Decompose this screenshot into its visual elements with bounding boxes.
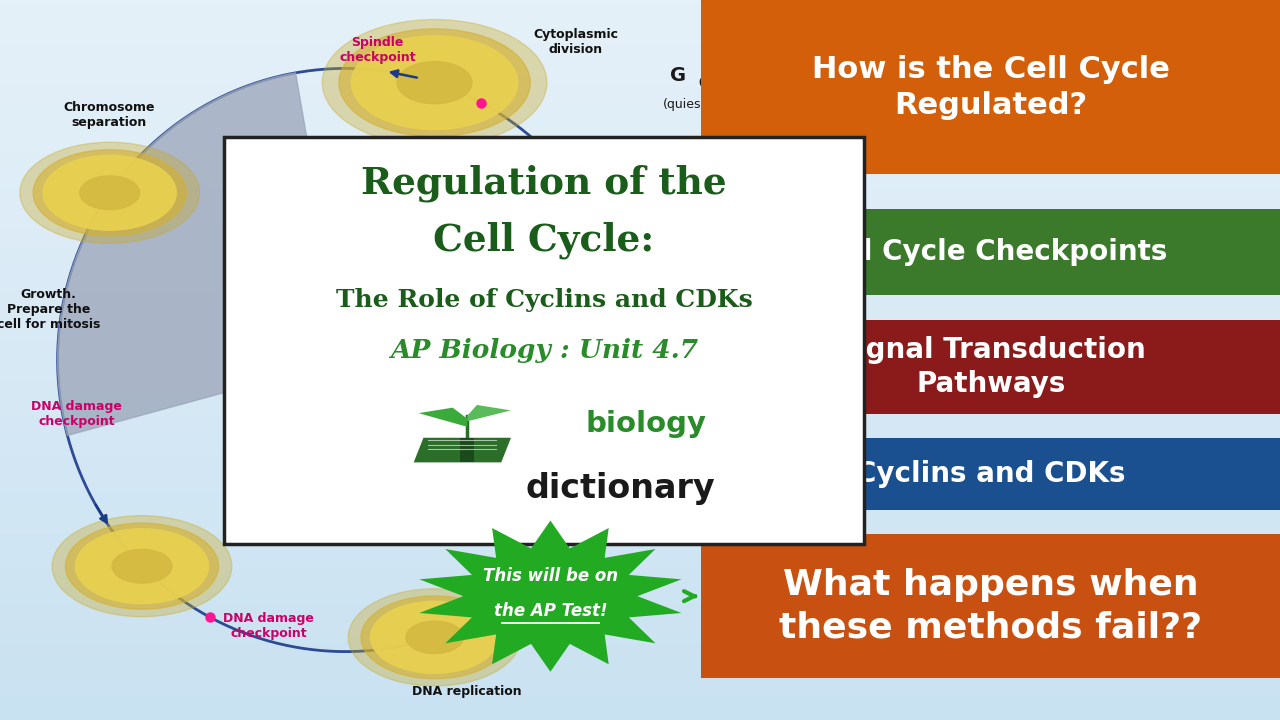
Circle shape: [361, 596, 508, 679]
Text: Regulation of the: Regulation of the: [361, 165, 727, 202]
Polygon shape: [467, 405, 511, 421]
Text: (quiesce: (quiesce: [663, 98, 717, 111]
Circle shape: [44, 156, 177, 230]
Text: Chromosome
separation: Chromosome separation: [63, 102, 155, 129]
Polygon shape: [419, 408, 467, 427]
Text: dictionary: dictionary: [526, 472, 716, 505]
Circle shape: [543, 227, 696, 313]
Polygon shape: [420, 521, 681, 672]
Bar: [701, 0, 1280, 174]
Circle shape: [590, 253, 649, 287]
Text: $\mathbf{0}$: $\mathbf{0}$: [698, 76, 709, 90]
Text: Cell Cycle:: Cell Cycle:: [434, 222, 654, 259]
Circle shape: [539, 405, 700, 496]
Circle shape: [52, 516, 232, 617]
Circle shape: [19, 143, 200, 243]
Circle shape: [550, 411, 689, 489]
Text: the AP Test!: the AP Test!: [494, 602, 607, 619]
Polygon shape: [460, 438, 475, 462]
Text: Cyclins and CDKs: Cyclins and CDKs: [856, 460, 1125, 487]
Text: AP Biology : Unit 4.7: AP Biology : Unit 4.7: [390, 338, 698, 363]
Bar: [701, 209, 1280, 295]
Polygon shape: [58, 73, 325, 436]
Text: This will be on: This will be on: [483, 567, 618, 585]
Circle shape: [348, 589, 521, 686]
Circle shape: [113, 549, 172, 583]
Text: DNA replication: DNA replication: [412, 685, 522, 698]
Circle shape: [323, 19, 547, 146]
Circle shape: [406, 621, 463, 654]
Text: $\mathbf{G}$: $\mathbf{G}$: [669, 66, 686, 85]
Polygon shape: [413, 438, 511, 462]
Text: Spindle
checkpoint: Spindle checkpoint: [339, 37, 416, 64]
Text: Growth.
Prepare the
cell for mitosis: Growth. Prepare the cell for mitosis: [0, 288, 100, 331]
Text: Cell Cycle Checkpoints: Cell Cycle Checkpoints: [814, 238, 1167, 266]
Circle shape: [76, 528, 209, 603]
Circle shape: [371, 601, 499, 673]
Circle shape: [65, 523, 219, 609]
Circle shape: [559, 416, 680, 484]
Text: biology: biology: [586, 410, 707, 438]
Text: Cytoplasmic
division: Cytoplasmic division: [534, 28, 618, 55]
Text: DNA damage
checkpoint: DNA damage checkpoint: [224, 613, 314, 640]
Circle shape: [553, 233, 686, 307]
Bar: [224, 137, 864, 544]
Bar: [701, 438, 1280, 510]
Circle shape: [339, 29, 530, 137]
Text: Signal Transduction
Pathways: Signal Transduction Pathways: [836, 336, 1146, 398]
Bar: [701, 320, 1280, 414]
Circle shape: [593, 435, 646, 465]
Circle shape: [79, 176, 140, 210]
Text: DNA damage
checkpoint: DNA damage checkpoint: [32, 400, 122, 428]
Text: How is the Cell Cycle
Regulated?: How is the Cell Cycle Regulated?: [812, 55, 1170, 120]
Text: What happens when
these methods fail??: What happens when these methods fail??: [780, 568, 1202, 644]
Text: The Role of Cyclins and CDKs: The Role of Cyclins and CDKs: [335, 287, 753, 312]
Circle shape: [33, 150, 186, 236]
Circle shape: [352, 36, 518, 130]
Circle shape: [530, 220, 709, 320]
Bar: [701, 534, 1280, 678]
Circle shape: [397, 62, 472, 104]
